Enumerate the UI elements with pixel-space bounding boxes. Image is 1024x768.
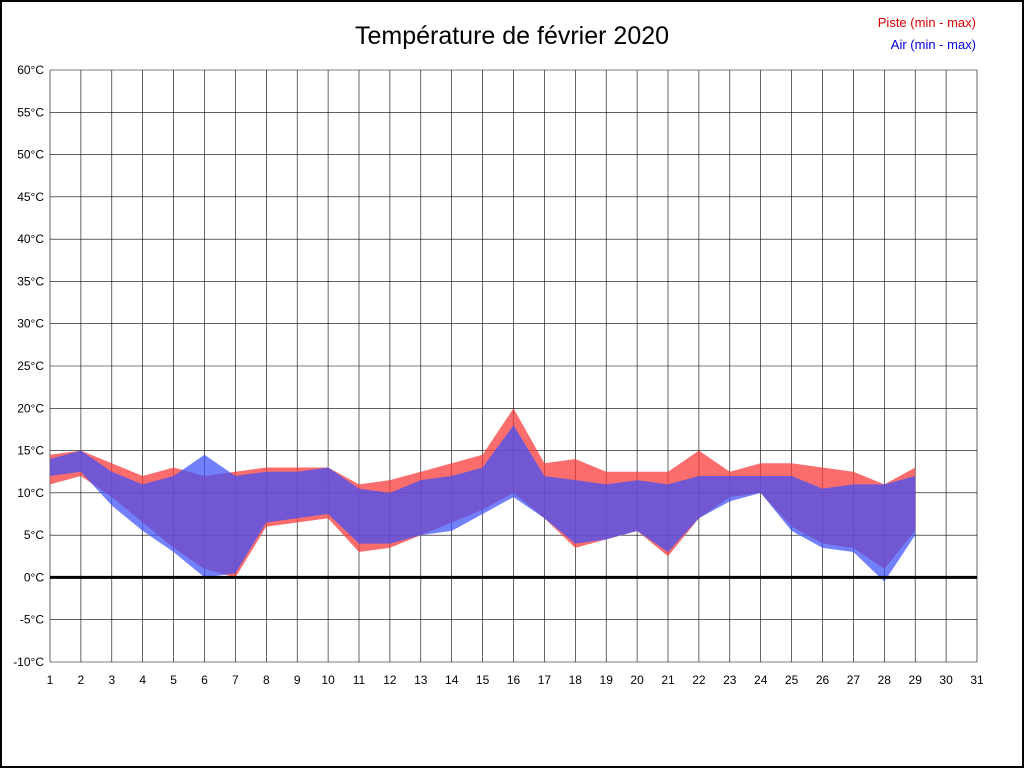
x-axis-label: 10: [321, 673, 335, 687]
x-axis-label: 11: [353, 673, 366, 687]
y-axis-label: -10°C: [13, 655, 44, 669]
x-axis-label: 6: [201, 673, 208, 687]
x-axis-label: 28: [878, 673, 892, 687]
x-axis-label: 13: [414, 673, 428, 687]
x-axis-label: 5: [170, 673, 177, 687]
x-axis-label: 15: [476, 673, 490, 687]
x-axis-label: 18: [569, 673, 583, 687]
x-axis-label: 4: [139, 673, 146, 687]
x-axis-label: 19: [600, 673, 614, 687]
y-axis-label: 40°C: [17, 232, 44, 246]
x-axis-label: 21: [661, 673, 675, 687]
x-axis-label: 25: [785, 673, 799, 687]
y-axis-label: 55°C: [17, 105, 44, 119]
x-axis-label: 29: [909, 673, 923, 687]
y-axis-label: 10°C: [17, 486, 44, 500]
y-axis-label: 0°C: [24, 570, 44, 584]
x-axis-label: 27: [847, 673, 861, 687]
x-axis-label: 8: [263, 673, 270, 687]
y-axis-label: 45°C: [17, 190, 44, 204]
x-axis-label: 17: [538, 673, 552, 687]
x-axis-label: 9: [294, 673, 301, 687]
y-axis-label: 5°C: [24, 528, 44, 542]
x-axis-label: 12: [383, 673, 397, 687]
x-axis-label: 22: [692, 673, 706, 687]
x-axis-label: 30: [939, 673, 953, 687]
y-axis-label: 25°C: [17, 359, 44, 373]
x-axis-label: 7: [232, 673, 239, 687]
band-air: [50, 425, 916, 582]
x-axis-label: 23: [723, 673, 737, 687]
x-axis-label: 26: [816, 673, 830, 687]
chart-title: Température de février 2020: [354, 22, 670, 50]
y-axis-label: 15°C: [17, 444, 44, 458]
legend-air: Air (min - max): [890, 37, 976, 52]
x-axis-label: 14: [445, 673, 459, 687]
legend-piste: Piste (min - max): [877, 15, 976, 30]
x-axis-label: 3: [108, 673, 115, 687]
x-axis-label: 1: [47, 673, 54, 687]
y-axis-label: 30°C: [17, 317, 44, 331]
chart-legend: Piste (min - max) Air (min - max): [878, 12, 976, 56]
x-axis-label: 2: [78, 673, 85, 687]
y-axis-label: 35°C: [17, 274, 44, 288]
y-axis-label: 60°C: [17, 63, 44, 77]
x-axis-label: 24: [754, 673, 768, 687]
x-axis-label: 20: [630, 673, 644, 687]
y-axis-label: 50°C: [17, 148, 44, 162]
x-axis-label: 31: [970, 673, 984, 687]
y-axis-label: 20°C: [17, 401, 44, 415]
x-axis-label: 16: [507, 673, 521, 687]
y-axis-label: -5°C: [20, 613, 44, 627]
